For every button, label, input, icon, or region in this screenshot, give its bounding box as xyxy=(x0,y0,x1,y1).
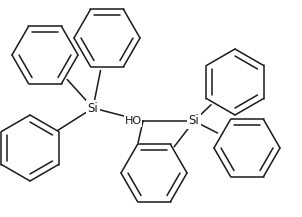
Text: Si: Si xyxy=(88,102,98,115)
Text: Si: Si xyxy=(189,115,199,128)
Text: HO: HO xyxy=(124,116,142,126)
